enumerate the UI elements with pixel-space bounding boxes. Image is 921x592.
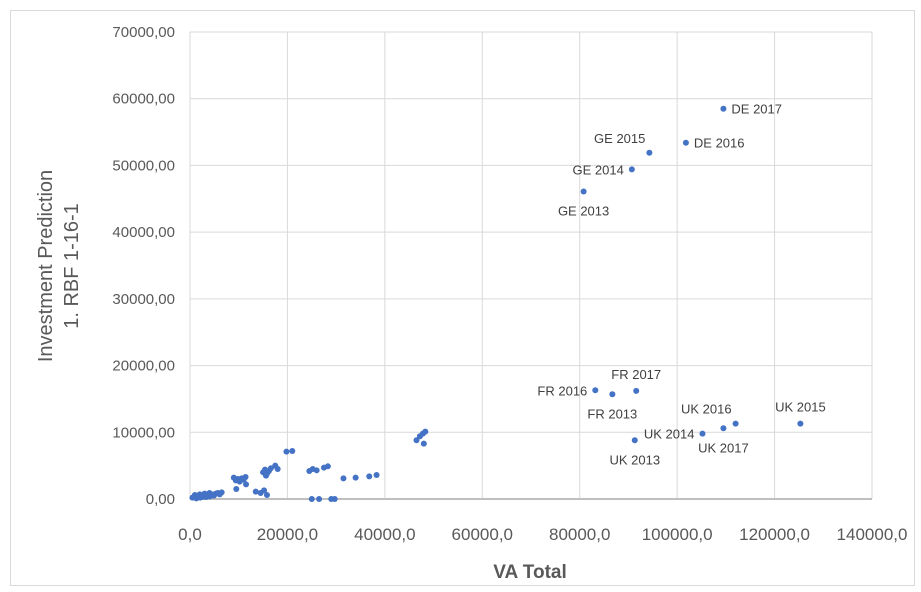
y-tick-label: 10000,00 [112,424,175,441]
y-tick-label: 50000,00 [112,157,175,174]
y-axis-title: Investment Prediction 1. RBF 1-16-1 [35,170,83,362]
scatter-point [797,420,804,427]
scatter-point [373,471,380,478]
scatter-point [366,473,373,480]
scatter-point [413,437,420,444]
data-label: UK 2014 [644,427,695,442]
scatter-point [592,387,599,394]
y-tick-label: 0,00 [146,491,175,508]
scatter-point [340,475,347,482]
data-label: UK 2016 [681,402,732,417]
scatter-point [682,139,689,146]
scatter-point [206,489,213,496]
scatter-point [283,448,290,455]
data-label: UK 2017 [698,440,749,455]
scatter-point [580,188,587,195]
data-labels: DE 2017 DE 2016 GE 2015 GE 2014 GE 2013 FR 20… [537,102,825,468]
y-tick-label: 20000,00 [112,358,175,375]
y-tick-label: 70000,00 [112,24,175,41]
x-tick-label: 60000,0 [452,525,513,544]
scatter-point [289,447,296,454]
scatter-point [274,465,281,472]
scatter-point [191,491,198,498]
scatter-point [699,430,706,437]
x-tick-label: 100000,0 [642,525,713,544]
x-tick-label: 140000,0 [837,525,908,544]
scatter-point [720,105,727,112]
scatter-point [261,487,268,494]
scatter-point [631,437,638,444]
data-label: GE 2013 [558,203,609,218]
x-tick-label: 80000,0 [549,525,610,544]
scatter-point [628,166,635,173]
x-axis-title: VA Total [493,562,567,583]
data-label: UK 2015 [775,400,826,415]
scatter-point [420,440,427,447]
x-tick-labels: 0,0 20000,0 40000,0 60000,0 80000,0 100000,0 1… [178,525,907,544]
scatter-point [732,420,739,427]
data-label: GE 2015 [594,131,645,146]
data-label: FR 2016 [537,383,587,398]
scatter-point [242,473,249,480]
data-label: UK 2013 [609,452,660,467]
scatter-point [201,490,208,497]
data-label: GE 2014 [573,162,624,177]
data-label: FR 2017 [611,367,661,382]
scatter-point [352,474,359,481]
scatter-point [243,481,250,488]
scatter-point [267,465,274,472]
y-tick-label: 60000,00 [112,91,175,108]
scatter-point [324,463,331,470]
y-axis-title-line: Investment Prediction [35,170,57,362]
y-axis-title-line: 1. RBF 1-16-1 [61,203,83,329]
data-label: DE 2016 [694,136,745,151]
x-tick-label: 40000,0 [354,525,415,544]
scatter-point [263,491,270,498]
scatter-point [609,391,616,398]
data-label: DE 2017 [731,102,782,117]
scatter-point [316,496,323,502]
scatter-point [218,489,225,496]
y-tick-label: 30000,00 [112,291,175,308]
scatter-point [331,496,338,502]
scatter-point [633,387,640,394]
y-tick-labels: 0,00 10000,00 20000,00 30000,00 40000,00 5000… [112,24,175,508]
x-tick-label: 20000,0 [257,525,318,544]
x-tick-label: 120000,0 [739,525,810,544]
scatter-point [262,472,269,479]
scatter-point [422,428,429,435]
axes [189,32,872,500]
scatter-point [308,496,315,502]
scatter-point [313,467,320,474]
data-points [189,105,804,502]
y-tick-label: 40000,00 [112,224,175,241]
scatter-point [196,491,203,498]
x-tick-label: 0,0 [178,525,202,544]
data-label: FR 2013 [587,406,637,421]
gridlines [190,31,873,499]
scatter-point [720,425,727,432]
scatter-point [233,485,240,492]
chart-frame [10,10,915,586]
scatter-point [252,488,259,495]
scatter-point [646,149,653,156]
